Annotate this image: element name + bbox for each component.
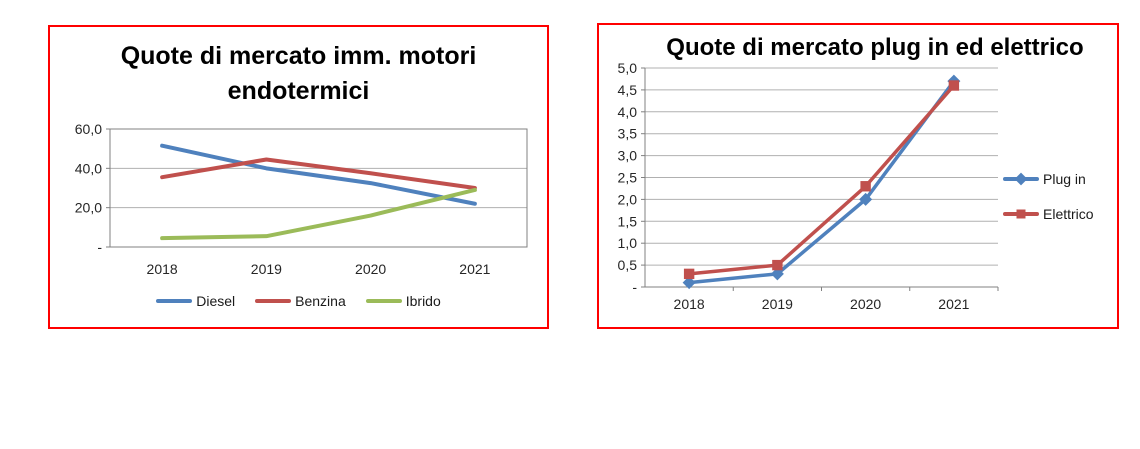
benzina-line-swatch	[255, 299, 292, 303]
square-marker-icon	[1016, 209, 1026, 219]
svg-text:1,0: 1,0	[618, 235, 638, 251]
svg-text:0,5: 0,5	[618, 257, 638, 273]
legend-item-diesel: Diesel	[156, 293, 235, 309]
svg-text:3,5: 3,5	[618, 126, 638, 142]
legend-item-benzina: Benzina	[255, 293, 346, 309]
legend-label-plug-in: Plug in	[1043, 171, 1086, 187]
endotermici-legend: Diesel Benzina Ibrido	[50, 293, 547, 309]
svg-text:1,5: 1,5	[618, 213, 638, 229]
svg-text:40,0: 40,0	[75, 160, 102, 176]
svg-text:2020: 2020	[355, 261, 386, 277]
endotermici-chart-area: Quote di mercato imm. motori endotermici…	[50, 27, 547, 327]
svg-text:2021: 2021	[459, 261, 490, 277]
legend-label-benzina: Benzina	[295, 293, 346, 309]
svg-text:2019: 2019	[251, 261, 282, 277]
legend-label-ibrido: Ibrido	[405, 293, 441, 309]
legend-label-elettrico: Elettrico	[1043, 206, 1094, 222]
legend-item-plug-in: Plug in	[1003, 171, 1094, 187]
svg-text:-: -	[97, 239, 102, 255]
legend-item-ibrido: Ibrido	[365, 293, 441, 309]
svg-text:2018: 2018	[147, 261, 178, 277]
svg-text:20,0: 20,0	[75, 200, 102, 216]
svg-text:4,0: 4,0	[618, 104, 638, 120]
plugin-elettrico-line-chart: - 0,5 1,0 1,5 2,0 2,5 3,0 3,5 4,0 4,5 5,0 2018 2019 2…	[618, 60, 999, 312]
plugin-elettrico-chart-card: Quote di mercato plug in ed elettrico - 0…	[597, 23, 1119, 329]
plugin-elettrico-chart-title: Quote di mercato plug in ed elettrico	[666, 34, 1084, 61]
svg-text:2021: 2021	[938, 296, 969, 312]
plugin-elettrico-chart-area: Quote di mercato plug in ed elettrico - 0…	[599, 25, 1117, 327]
legend-item-elettrico: Elettrico	[1003, 206, 1094, 222]
endotermici-chart-title: Quote di mercato imm. motori endotermici	[120, 42, 477, 105]
svg-text:2020: 2020	[850, 296, 881, 312]
svg-text:2,0: 2,0	[618, 191, 638, 207]
elettrico-line-swatch	[1003, 209, 1039, 219]
ibrido-line-swatch	[365, 299, 402, 303]
svg-text:3,0: 3,0	[618, 148, 638, 164]
svg-text:2019: 2019	[762, 296, 793, 312]
diesel-line-swatch	[156, 299, 193, 303]
svg-text:2,5: 2,5	[618, 170, 638, 186]
plugin-elettrico-legend: Plug in Elettrico	[1003, 171, 1094, 222]
endotermici-line-chart: - 20,0 40,0 60,0 2018 2019 2020 2021	[75, 121, 528, 277]
svg-text:5,0: 5,0	[618, 60, 638, 76]
svg-text:60,0: 60,0	[75, 121, 102, 137]
diamond-marker-icon	[1014, 172, 1028, 186]
plug-in-line-swatch	[1003, 172, 1039, 186]
svg-text:2018: 2018	[674, 296, 705, 312]
legend-label-diesel: Diesel	[196, 293, 236, 309]
endotermici-chart-card: Quote di mercato imm. motori endotermici…	[48, 25, 549, 329]
svg-text:-: -	[632, 279, 637, 295]
svg-text:4,5: 4,5	[618, 82, 638, 98]
